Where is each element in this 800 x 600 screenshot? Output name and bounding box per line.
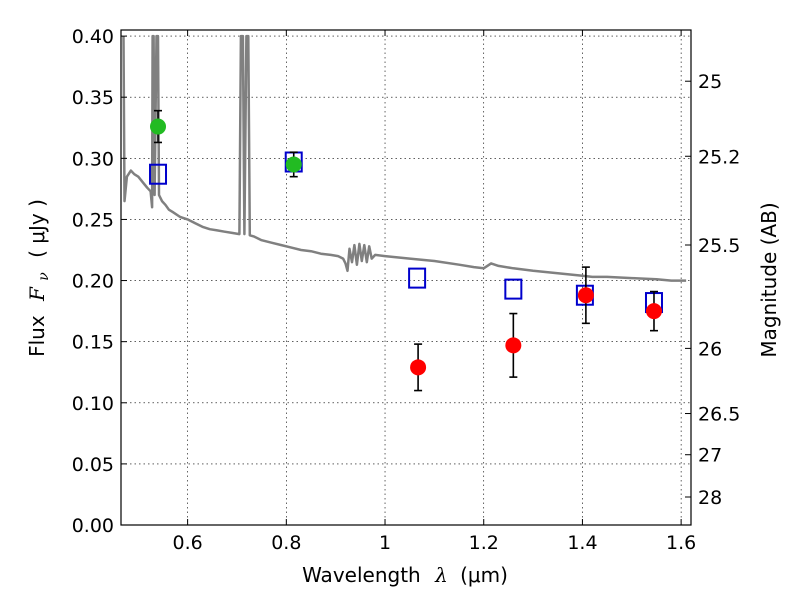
spectrum-layer	[122, 34, 687, 282]
x-axis-label-text: Wavelength	[302, 563, 421, 587]
x-axis-label: Wavelength λ (μm)	[302, 563, 508, 587]
y2-tick-label: 26	[698, 338, 722, 360]
hst-nir-point	[645, 303, 662, 320]
hst-nir-point	[577, 287, 594, 304]
y2-tick-label: 28	[698, 487, 722, 509]
hst-optical-point	[150, 118, 167, 135]
y2-tick-label: 25	[698, 71, 722, 93]
model-photometry-square	[504, 278, 523, 300]
x-tick-label: 0.8	[271, 532, 301, 554]
ticks: 0.6 0.8 1 1.2 1.4 1.6 0.00 0.05 0.10 0.15 0.20 0.25…	[72, 26, 741, 554]
y-axis-label-subscript: ν	[36, 272, 52, 281]
model-photometry-square	[149, 163, 168, 185]
y2-axis-label: Magnitude (AB)	[757, 202, 781, 357]
y2-tick-label: 25.2	[698, 146, 740, 168]
y2-tick-label: 26.5	[698, 404, 740, 426]
x-axis-label-unit: (μm)	[460, 563, 508, 587]
y-tick-label: 0.10	[72, 393, 114, 415]
points-layer	[149, 109, 663, 392]
x-tick-label: 0.6	[173, 532, 203, 554]
y2-tick-label: 25.5	[698, 235, 740, 257]
hst-nir-point	[505, 337, 522, 354]
y-axis-label-unit: ( μJy )	[25, 199, 49, 258]
plot-frame	[120, 29, 692, 526]
x-tick-label: 1.4	[567, 532, 597, 554]
x-axis-label-symbol: λ	[434, 563, 448, 587]
y-tick-label: 0.30	[72, 148, 114, 170]
y2-tick-label: 27	[698, 445, 722, 467]
spectrum-line	[122, 34, 687, 282]
y-axis-label: Flux F ν ( μJy )	[25, 199, 53, 357]
y-axis-label-text: Flux	[25, 315, 49, 357]
x-tick-label: 1.6	[666, 532, 696, 554]
hst-optical-point	[285, 156, 302, 173]
y-tick-label: 0.25	[72, 209, 114, 231]
x-tick-label: 1.2	[469, 532, 499, 554]
x-tick-label: 1	[379, 532, 391, 554]
model-photometry-square	[408, 267, 427, 289]
y-tick-label: 0.05	[72, 454, 114, 476]
y-tick-label: 0.35	[72, 87, 114, 109]
y-tick-label: 0.00	[72, 515, 114, 537]
y-tick-label: 0.20	[72, 271, 114, 293]
y-tick-label: 0.15	[72, 332, 114, 354]
y-axis-label-symbol: F	[25, 286, 49, 302]
y-tick-label: 0.40	[72, 26, 114, 48]
hst-nir-point	[410, 359, 427, 376]
